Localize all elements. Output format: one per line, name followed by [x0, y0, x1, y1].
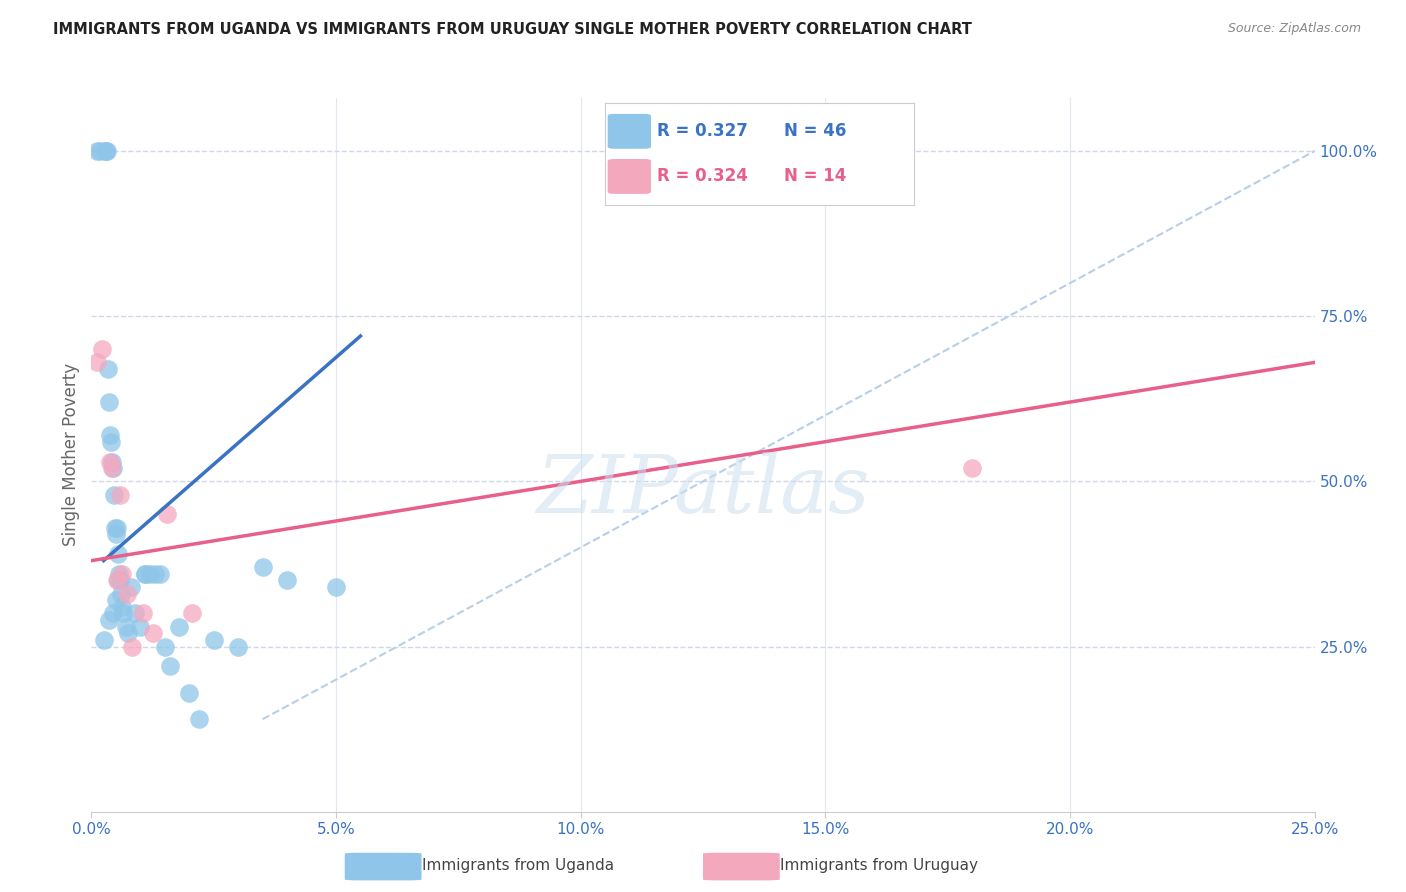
Point [115, 587, 138, 601]
Point [134, 566, 156, 581]
Point [86, 355, 108, 369]
Point [89, 144, 111, 158]
Point [107, 566, 129, 581]
Point [114, 620, 136, 634]
Point [107, 574, 129, 588]
Point [124, 607, 146, 621]
Point [180, 607, 202, 621]
Point [93, 632, 115, 647]
Point [103, 487, 125, 501]
Text: R = 0.327: R = 0.327 [657, 122, 748, 140]
Text: Immigrants from Uganda: Immigrants from Uganda [422, 858, 613, 872]
Point [120, 580, 142, 594]
Point [153, 640, 176, 654]
Point [188, 712, 211, 726]
Point [101, 454, 124, 468]
Point [156, 508, 179, 522]
Text: Immigrants from Uruguay: Immigrants from Uruguay [780, 858, 977, 872]
Text: N = 46: N = 46 [785, 122, 846, 140]
Point [202, 632, 225, 647]
Point [139, 566, 162, 581]
Point [252, 560, 274, 574]
Point [149, 566, 172, 581]
Point [105, 574, 128, 588]
Point [108, 574, 131, 588]
Text: R = 0.324: R = 0.324 [657, 168, 748, 186]
Point [96, 362, 118, 376]
FancyBboxPatch shape [344, 853, 422, 880]
Text: Source: ZipAtlas.com: Source: ZipAtlas.com [1227, 22, 1361, 36]
Point [96, 144, 118, 158]
Y-axis label: Single Mother Poverty: Single Mother Poverty [62, 363, 80, 547]
Point [121, 640, 143, 654]
Point [104, 527, 127, 541]
Point [276, 574, 298, 588]
Point [103, 607, 125, 621]
Point [97, 395, 120, 409]
Point [104, 520, 127, 534]
Text: ZIPatlas: ZIPatlas [536, 452, 870, 529]
Point [105, 520, 128, 534]
Point [97, 613, 120, 627]
Point [98, 428, 121, 442]
Point [98, 454, 121, 468]
Point [100, 434, 122, 449]
Point [159, 659, 181, 673]
Text: IMMIGRANTS FROM UGANDA VS IMMIGRANTS FROM URUGUAY SINGLE MOTHER POVERTY CORRELAT: IMMIGRANTS FROM UGANDA VS IMMIGRANTS FRO… [53, 22, 973, 37]
Point [960, 461, 983, 475]
Point [111, 566, 134, 581]
Point [107, 547, 129, 561]
Point [101, 461, 124, 475]
Point [86, 144, 108, 158]
Point [104, 593, 127, 607]
Point [108, 487, 131, 501]
Point [129, 620, 152, 634]
Point [117, 626, 139, 640]
Point [226, 640, 249, 654]
Point [132, 607, 155, 621]
FancyBboxPatch shape [607, 159, 651, 194]
Point [169, 620, 191, 634]
Point [110, 587, 132, 601]
Point [94, 144, 117, 158]
Point [101, 461, 124, 475]
Point [134, 566, 156, 581]
Text: N = 14: N = 14 [785, 168, 846, 186]
Point [111, 607, 134, 621]
Point [111, 599, 134, 614]
Point [143, 566, 166, 581]
Point [141, 626, 163, 640]
Point [94, 144, 117, 158]
Point [91, 342, 114, 356]
Point [325, 580, 347, 594]
FancyBboxPatch shape [703, 853, 780, 880]
FancyBboxPatch shape [607, 114, 651, 149]
Point [179, 686, 201, 700]
